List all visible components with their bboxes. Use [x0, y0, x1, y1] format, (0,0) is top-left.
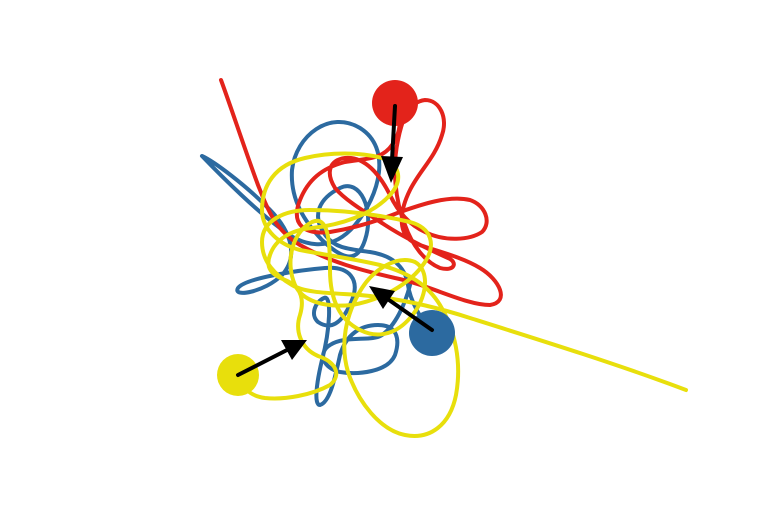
yellow-arrow — [236, 340, 307, 377]
yellow-string — [236, 151, 688, 438]
red-arrow — [381, 104, 403, 183]
red-ball[interactable] — [372, 80, 418, 126]
blue-arrow — [369, 286, 434, 332]
red-string — [219, 78, 503, 307]
